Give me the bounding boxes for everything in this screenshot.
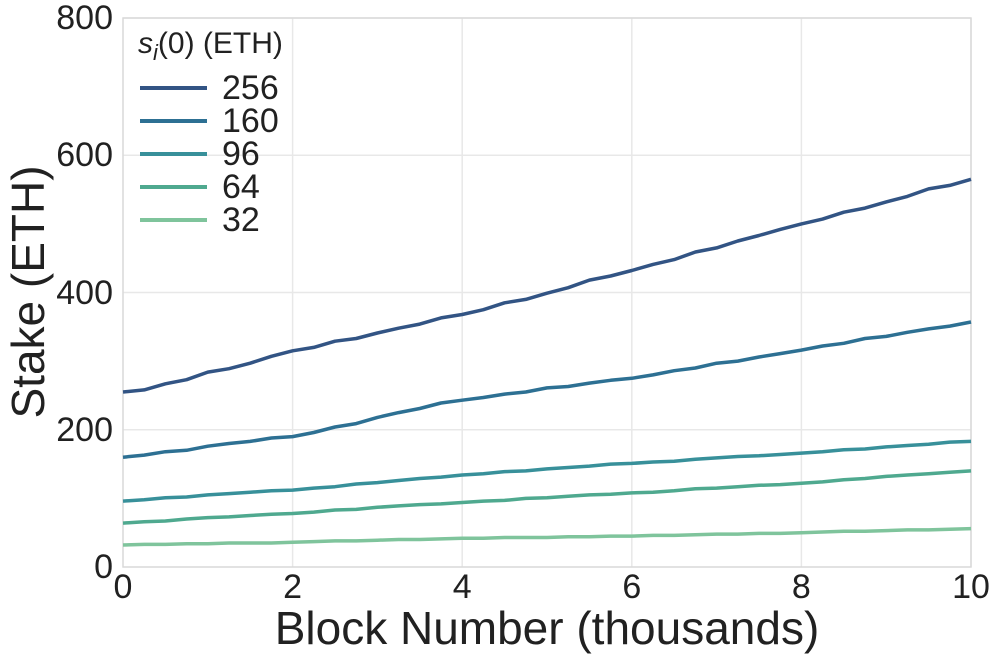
y-tick-label-800: 800 — [56, 0, 113, 37]
x-tick-label-4: 4 — [452, 568, 472, 606]
y-axis-label: Stake (ETH) — [2, 165, 54, 419]
legend-line-swatch-64 — [140, 185, 207, 189]
legend-label-96: 96 — [222, 135, 260, 173]
y-tick-label-200: 200 — [56, 410, 113, 449]
legend-title-var: s — [138, 27, 153, 60]
x-tick-label-8: 8 — [791, 568, 811, 606]
legend-item-256: 256 — [140, 71, 279, 105]
legend-label-256: 256 — [222, 69, 279, 107]
x-tick-label-10: 10 — [952, 568, 990, 606]
legend-label-64: 64 — [222, 168, 260, 206]
legend-title: si(0) (ETH) — [138, 28, 283, 69]
x-tick-label-6: 6 — [622, 568, 642, 606]
series-line-160 — [122, 320, 972, 459]
legend-item-160: 160 — [140, 104, 279, 138]
legend-title-subscript: i — [153, 40, 158, 65]
series-line-32 — [122, 526, 972, 547]
plot-border — [122, 17, 972, 568]
y-tick-label-400: 400 — [56, 273, 113, 312]
y-tick-label-600: 600 — [56, 136, 113, 175]
x-tick-label-2: 2 — [283, 568, 303, 606]
legend: si(0) (ETH) 256 160 96 64 32 — [138, 28, 283, 238]
legend-item-96: 96 — [140, 137, 260, 171]
legend-title-rest: (0) (ETH) — [157, 27, 283, 60]
series-line-96 — [122, 439, 972, 503]
legend-item-32: 32 — [140, 203, 260, 237]
legend-label-32: 32 — [222, 201, 260, 239]
x-tick-label-0: 0 — [113, 568, 133, 606]
legend-line-swatch-256 — [140, 86, 207, 90]
x-axis-label: Block Number (thousands) — [274, 602, 820, 654]
series-line-64 — [122, 469, 972, 525]
legend-label-160: 160 — [222, 102, 279, 140]
legend-line-swatch-32 — [140, 218, 207, 222]
legend-line-swatch-160 — [140, 119, 207, 123]
y-tick-label-0: 0 — [94, 548, 113, 586]
legend-line-swatch-96 — [140, 152, 207, 156]
legend-item-64: 64 — [140, 170, 260, 204]
series-line-256 — [122, 177, 972, 394]
